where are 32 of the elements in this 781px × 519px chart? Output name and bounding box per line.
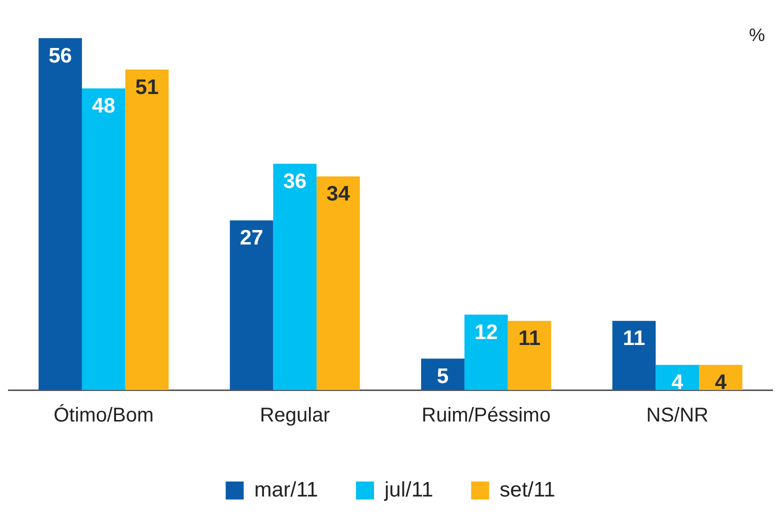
data-label: 48 [92, 94, 116, 118]
legend-label: mar/11 [254, 478, 318, 502]
legend-label: set/11 [500, 478, 556, 502]
data-label: 11 [622, 327, 646, 350]
data-label: 11 [518, 327, 541, 350]
x-tick-label: Ótimo/Bom [54, 404, 154, 427]
bar [125, 70, 169, 390]
bar [699, 364, 742, 390]
data-label: 36 [283, 170, 307, 194]
data-label: 5 [436, 364, 449, 388]
x-tick-label: NS/NR [646, 404, 708, 427]
data-label: 34 [326, 182, 350, 206]
bar [656, 364, 700, 390]
bar [230, 220, 274, 390]
data-label: 27 [240, 226, 264, 250]
bar [82, 88, 126, 390]
data-label: 4 [672, 371, 684, 394]
bar [464, 314, 508, 390]
x-tick-label: Ruim/Péssimo [422, 404, 551, 427]
data-label: 12 [474, 320, 498, 344]
data-label: 51 [135, 76, 159, 99]
x-tick-label: Regular [260, 404, 330, 427]
annotation: % [748, 24, 765, 45]
legend-label: jul/11 [384, 478, 434, 502]
data-label: 56 [48, 44, 72, 68]
bar [38, 38, 82, 390]
bar [316, 176, 360, 390]
data-label: 4 [714, 371, 727, 394]
bar [421, 358, 464, 390]
bar [508, 320, 552, 390]
bar [273, 164, 317, 390]
bar [612, 320, 656, 390]
